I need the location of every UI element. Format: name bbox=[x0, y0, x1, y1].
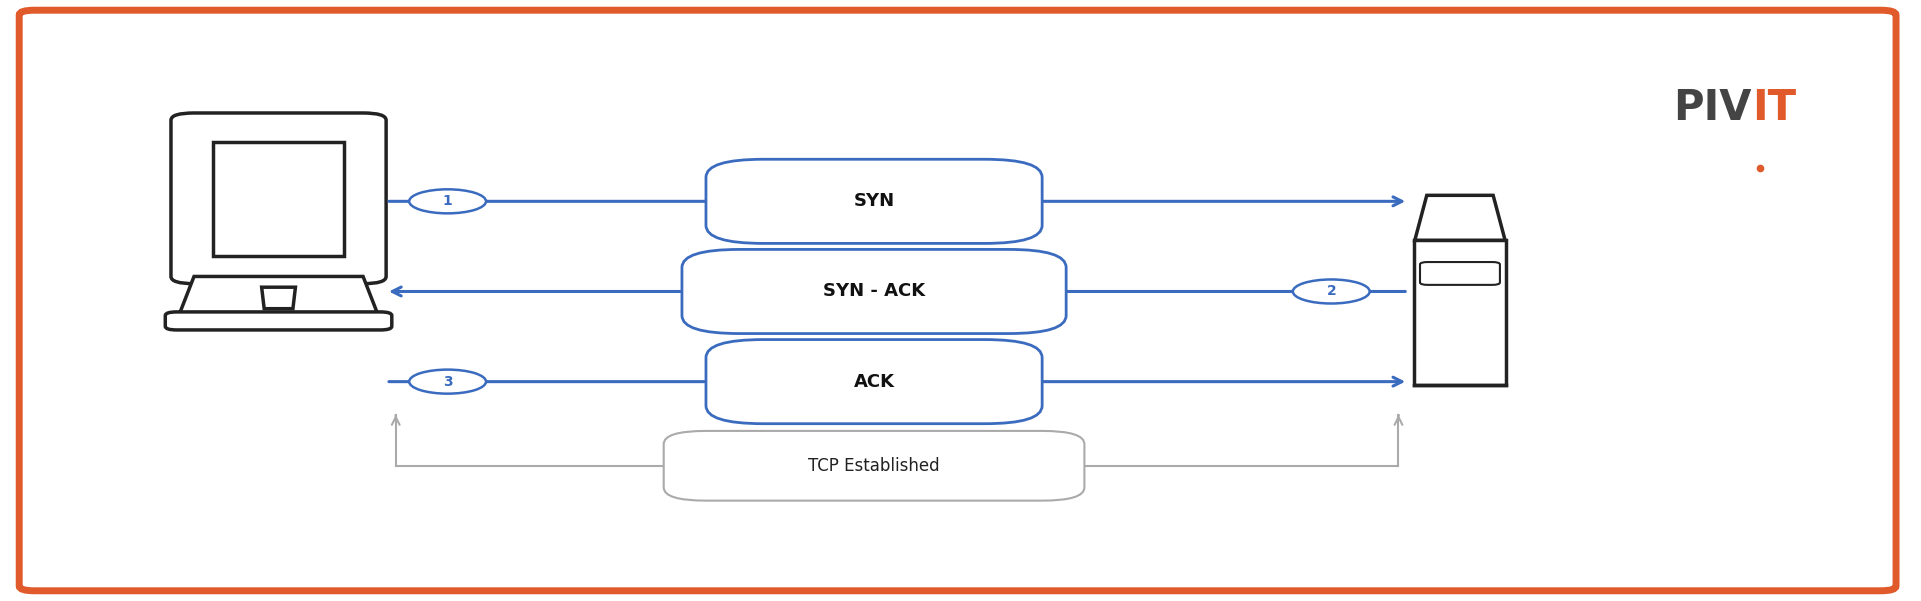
FancyBboxPatch shape bbox=[707, 159, 1041, 243]
FancyBboxPatch shape bbox=[707, 340, 1041, 424]
Polygon shape bbox=[1414, 195, 1506, 240]
Text: ACK: ACK bbox=[853, 373, 895, 391]
Circle shape bbox=[409, 189, 486, 213]
Text: 2: 2 bbox=[1325, 284, 1337, 299]
Text: PIV: PIV bbox=[1673, 87, 1752, 129]
FancyBboxPatch shape bbox=[19, 10, 1896, 591]
Polygon shape bbox=[261, 287, 296, 309]
FancyBboxPatch shape bbox=[682, 249, 1066, 334]
FancyBboxPatch shape bbox=[665, 431, 1083, 501]
FancyBboxPatch shape bbox=[213, 142, 344, 256]
Circle shape bbox=[409, 370, 486, 394]
Text: 1: 1 bbox=[442, 194, 453, 209]
FancyBboxPatch shape bbox=[1414, 240, 1506, 385]
Text: TCP Established: TCP Established bbox=[809, 457, 939, 475]
FancyBboxPatch shape bbox=[171, 113, 386, 284]
Text: SYN - ACK: SYN - ACK bbox=[822, 282, 926, 300]
FancyBboxPatch shape bbox=[165, 312, 392, 330]
Polygon shape bbox=[179, 276, 378, 316]
Text: IT: IT bbox=[1752, 87, 1796, 129]
Text: 3: 3 bbox=[442, 374, 453, 389]
Circle shape bbox=[1293, 279, 1370, 304]
Text: SYN: SYN bbox=[853, 192, 895, 210]
FancyBboxPatch shape bbox=[1420, 262, 1500, 285]
